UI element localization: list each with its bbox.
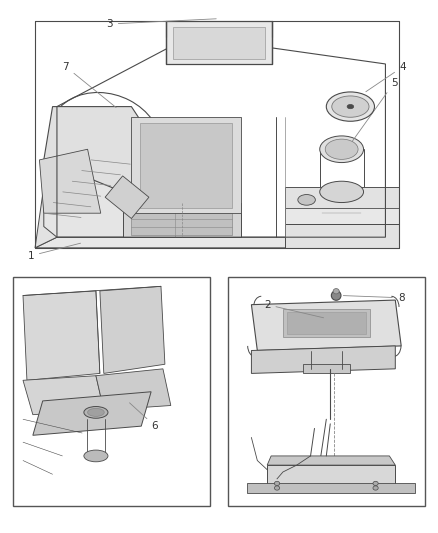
Polygon shape	[285, 187, 399, 224]
Polygon shape	[385, 227, 399, 248]
Text: 2: 2	[264, 300, 324, 318]
Polygon shape	[283, 309, 370, 337]
Text: 5: 5	[352, 78, 398, 142]
Text: 6: 6	[130, 403, 159, 431]
Polygon shape	[105, 176, 149, 219]
Polygon shape	[285, 224, 399, 248]
Polygon shape	[287, 311, 366, 335]
Ellipse shape	[84, 450, 108, 462]
Polygon shape	[96, 369, 171, 410]
Text: 4: 4	[366, 62, 406, 92]
Polygon shape	[131, 205, 232, 235]
Polygon shape	[131, 117, 241, 213]
Ellipse shape	[333, 288, 339, 294]
Polygon shape	[23, 291, 100, 381]
Polygon shape	[247, 483, 415, 492]
Polygon shape	[140, 123, 232, 208]
Text: 7: 7	[62, 62, 116, 108]
Polygon shape	[44, 149, 175, 237]
Bar	[13, 277, 210, 506]
Ellipse shape	[373, 481, 378, 486]
Text: 8: 8	[343, 293, 405, 303]
Polygon shape	[39, 149, 101, 213]
Ellipse shape	[332, 290, 341, 300]
Polygon shape	[267, 465, 395, 488]
Polygon shape	[33, 392, 151, 435]
Polygon shape	[285, 187, 399, 208]
Polygon shape	[123, 203, 241, 237]
Ellipse shape	[320, 181, 364, 203]
Polygon shape	[44, 107, 184, 213]
Polygon shape	[251, 300, 401, 351]
Text: 3: 3	[106, 19, 216, 29]
Polygon shape	[173, 27, 265, 59]
Polygon shape	[100, 286, 165, 374]
Polygon shape	[267, 456, 395, 465]
Ellipse shape	[84, 407, 108, 418]
Ellipse shape	[320, 136, 364, 163]
Ellipse shape	[274, 481, 279, 486]
Text: 1: 1	[27, 243, 81, 261]
Polygon shape	[35, 171, 88, 248]
Ellipse shape	[274, 486, 279, 490]
Ellipse shape	[298, 195, 315, 205]
Ellipse shape	[332, 96, 369, 117]
Polygon shape	[303, 364, 350, 374]
Polygon shape	[251, 346, 395, 374]
Ellipse shape	[347, 104, 354, 109]
Ellipse shape	[88, 408, 104, 416]
Ellipse shape	[326, 92, 374, 122]
Ellipse shape	[373, 486, 378, 490]
Ellipse shape	[325, 139, 358, 159]
Polygon shape	[166, 21, 272, 64]
Polygon shape	[23, 376, 104, 415]
Bar	[228, 277, 425, 506]
Polygon shape	[35, 237, 399, 248]
